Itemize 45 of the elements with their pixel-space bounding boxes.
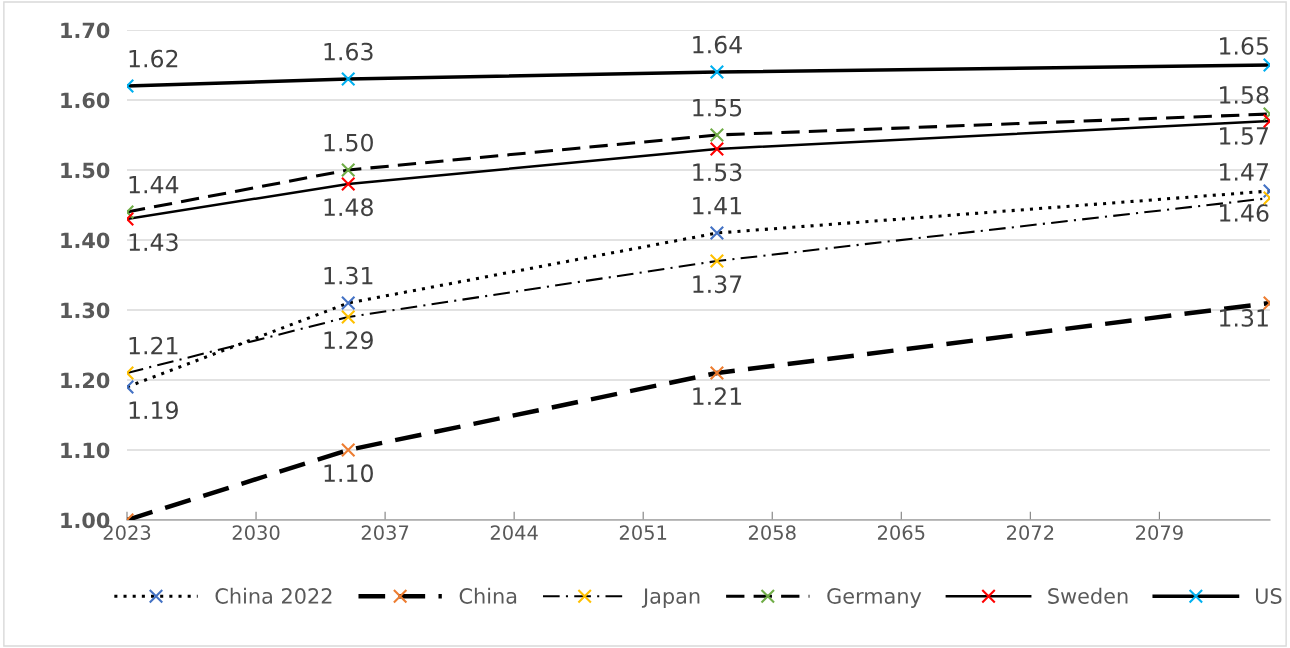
x-tick-label: 2051: [619, 525, 667, 540]
x-tick-label: 2058: [748, 525, 796, 540]
data-label: 1.10: [324, 464, 373, 483]
legend-label: Germany: [827, 588, 922, 608]
data-label: 1.21: [693, 387, 742, 405]
y-tick-label: 1.10: [61, 442, 110, 459]
x-tick-label: 2030: [232, 525, 280, 540]
data-label: 1.53: [693, 163, 742, 182]
data-label: 1.57: [1220, 127, 1268, 145]
y-tick-label: 1.30: [61, 302, 110, 319]
data-label: 1.48: [324, 198, 373, 217]
data-label: 1.44: [129, 175, 179, 194]
y-tick-label: 1.70: [61, 22, 110, 39]
y-tick-label: 1.60: [61, 92, 110, 109]
data-label: 1.58: [1220, 86, 1269, 104]
data-label: 1.43: [129, 233, 178, 252]
y-tick-label: 1.50: [61, 162, 110, 179]
legend-label: US: [1256, 588, 1282, 604]
data-label: 1.62: [129, 49, 178, 68]
data-label: 1.55: [693, 98, 742, 117]
data-label: 1.29: [324, 331, 373, 350]
x-tick-label: 2044: [490, 525, 538, 540]
data-label: 1.65: [1220, 37, 1268, 55]
point: [709, 365, 725, 381]
data-label: 1.47: [1220, 163, 1268, 181]
data-label: 1.21: [129, 336, 178, 355]
x-tick-label: 2072: [1007, 525, 1054, 540]
x-tick-label: 2065: [877, 525, 925, 540]
data-label: 1.19: [129, 401, 178, 420]
data-label: 1.41: [693, 196, 742, 215]
data-label: 1.37: [693, 275, 742, 294]
data-label: 1.63: [324, 42, 373, 61]
x-tick-label: 2079: [1136, 525, 1183, 540]
x-tick-label: 2037: [361, 525, 409, 540]
data-label: 1.64: [693, 35, 742, 54]
data-label: 1.31: [324, 266, 373, 285]
data-label: 1.31: [1220, 308, 1268, 327]
legend-label: Japan: [641, 588, 700, 608]
legend-label: China: [459, 587, 517, 604]
legend-label: China 2022: [215, 587, 332, 604]
y-tick-label: 1.40: [61, 232, 110, 249]
data-label: 1.50: [324, 133, 373, 152]
y-tick-label: 1.20: [61, 372, 110, 389]
data-label: 1.46: [1220, 203, 1269, 222]
legend-label: Sweden: [1048, 587, 1128, 604]
